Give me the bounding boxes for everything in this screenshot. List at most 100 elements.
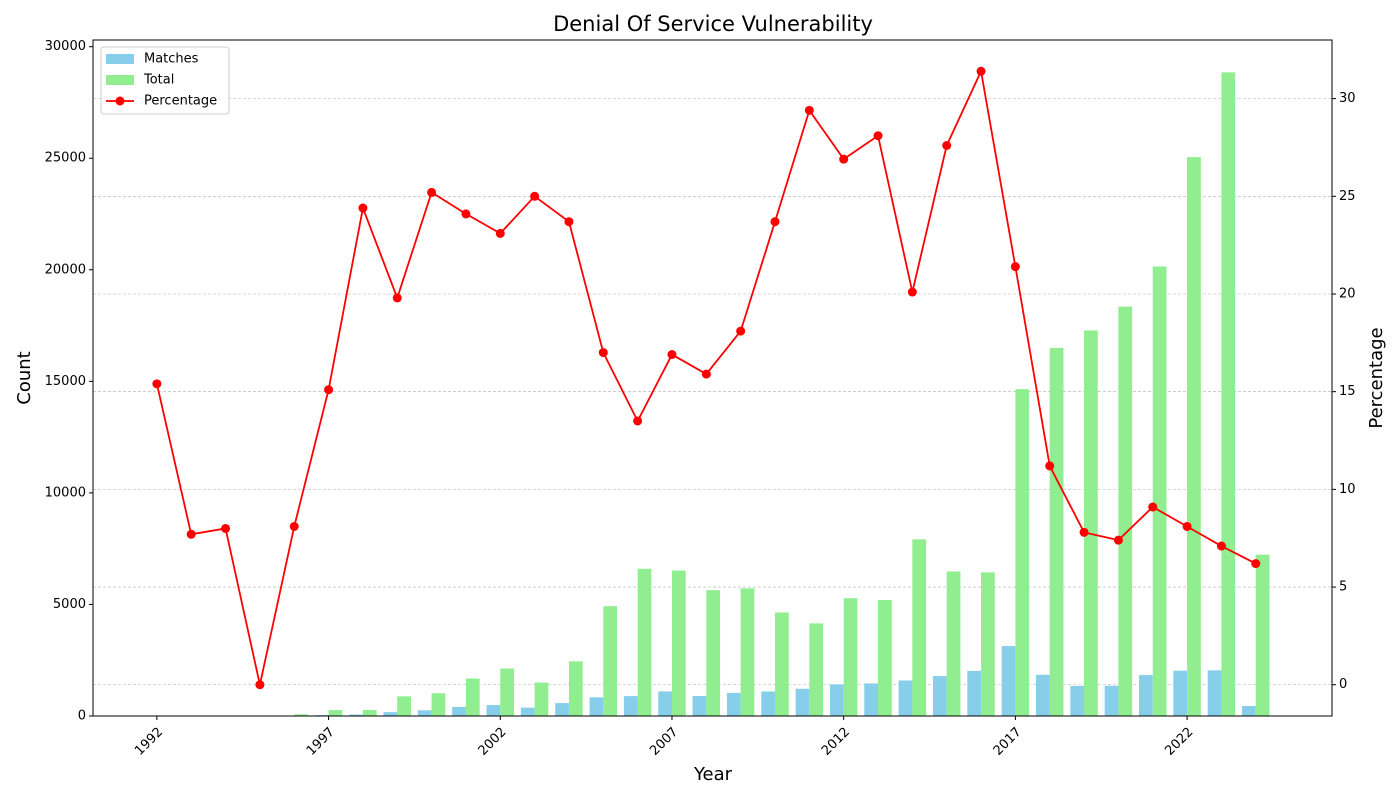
bar (706, 590, 721, 716)
bar (671, 570, 686, 716)
bar (1104, 685, 1119, 716)
bar (383, 712, 398, 716)
marker (701, 369, 711, 379)
bar (981, 572, 995, 716)
bar (692, 695, 707, 716)
legend-swatch (106, 54, 134, 64)
bar (1001, 646, 1016, 716)
bar (452, 706, 466, 716)
bar (534, 682, 549, 716)
bar (589, 697, 604, 716)
marker (1216, 541, 1226, 551)
x-tick-label: 1997 (304, 725, 338, 759)
legend-marker (115, 96, 125, 106)
marker (1182, 521, 1192, 531)
bar (397, 696, 411, 716)
marker (392, 293, 402, 303)
marker (495, 228, 505, 238)
x-tick-label: 1992 (132, 725, 166, 759)
marker (324, 385, 334, 395)
bar (967, 670, 982, 716)
marker (221, 523, 231, 533)
x-axis-label: Year (693, 764, 733, 785)
bar (603, 606, 618, 716)
bar (465, 678, 480, 716)
bar (568, 661, 583, 716)
bar (1118, 306, 1133, 716)
plot-frame (92, 39, 1333, 717)
bar (417, 710, 432, 716)
marker (1251, 559, 1261, 569)
marker (1045, 461, 1055, 471)
y-tick-label: 15000 (45, 374, 86, 389)
bar (740, 588, 755, 716)
bar (431, 693, 446, 716)
bar (912, 539, 927, 716)
marker (530, 191, 540, 201)
y2-tick-label: 20 (1339, 286, 1356, 301)
y-tick-label: 5000 (53, 597, 86, 612)
chart-title: Denial Of Service Vulnerability (553, 12, 873, 36)
y-axis-label: Count (14, 351, 35, 404)
bar (500, 668, 515, 716)
bar (658, 691, 672, 716)
bar (1084, 330, 1098, 716)
y2-axis-label: Percentage (1366, 327, 1387, 428)
y2-tick-label: 10 (1339, 482, 1356, 497)
marker (289, 521, 299, 531)
bar (349, 714, 363, 716)
y-tick-label: 25000 (45, 151, 86, 166)
marker (770, 217, 780, 227)
bar (1207, 670, 1222, 716)
marker (839, 154, 849, 164)
marker (1010, 262, 1020, 272)
marker (564, 217, 574, 227)
marker (152, 379, 162, 389)
marker (942, 141, 952, 151)
bar (1255, 554, 1270, 716)
y2-tick-label: 15 (1339, 384, 1356, 399)
marker (358, 203, 368, 213)
bar (637, 568, 652, 716)
marker (736, 326, 746, 336)
bar (1049, 347, 1064, 716)
bar (1139, 675, 1153, 716)
x-tick-label: 2002 (476, 725, 510, 759)
legend-label: Percentage (144, 94, 217, 109)
bar (932, 676, 947, 716)
bar (1221, 72, 1236, 716)
bar (486, 705, 501, 716)
bar (809, 623, 824, 716)
bar (1152, 266, 1167, 716)
marker (1113, 535, 1123, 545)
bar (555, 703, 569, 716)
marker (976, 66, 986, 76)
marker (186, 529, 196, 539)
x-tick-label: 2017 (991, 725, 1025, 759)
marker (255, 680, 265, 690)
bar (1070, 685, 1085, 716)
bar (898, 680, 913, 716)
bar (1015, 389, 1030, 716)
y2-tick-label: 30 (1339, 91, 1356, 106)
y2-tick-label: 5 (1339, 580, 1347, 595)
marker (598, 348, 608, 358)
legend-swatch (106, 75, 134, 85)
y-tick-label: 0 (78, 709, 86, 724)
bar (1035, 674, 1050, 716)
bar (843, 598, 858, 716)
legend-label: Matches (144, 52, 199, 67)
marker (667, 350, 677, 360)
bar (1173, 670, 1188, 716)
legend-label: Total (143, 73, 174, 88)
bar (878, 599, 892, 716)
marker (873, 131, 883, 141)
bar (774, 612, 789, 716)
bar (520, 707, 535, 716)
bar (362, 709, 377, 716)
y2-tick-label: 0 (1339, 677, 1347, 692)
marker (1148, 502, 1158, 512)
bar (1187, 157, 1201, 716)
bar (328, 710, 343, 716)
bar (623, 696, 638, 716)
